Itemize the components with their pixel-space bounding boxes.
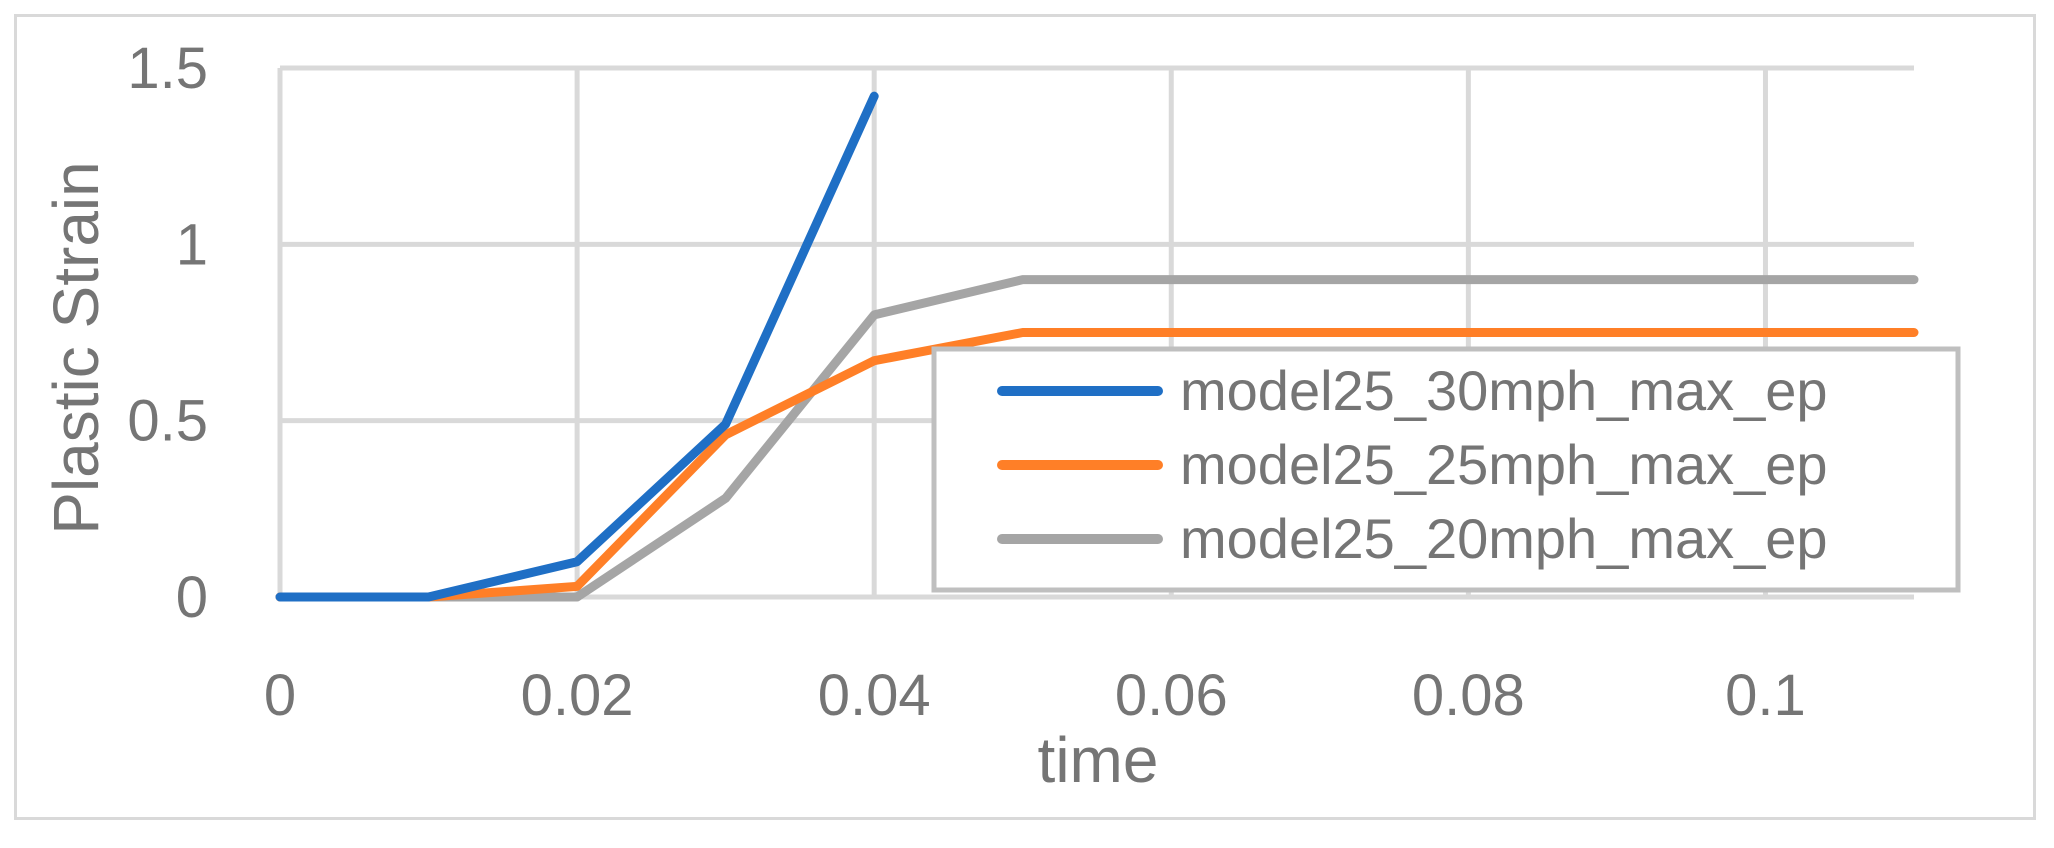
x-tick-label: 0.06 — [1115, 663, 1228, 728]
x-tick-label: 0.04 — [818, 663, 931, 728]
series-line-model25_20mph_max_ep — [275, 275, 1919, 602]
y-tick-label: 0 — [176, 565, 208, 630]
series-line-model25_25mph_max_ep — [275, 328, 1919, 602]
y-tick-labels: 0 0.5 1 1.5 — [127, 36, 208, 630]
x-axis-title: time — [1038, 724, 1159, 796]
legend: model25_30mph_max_ep model25_25mph_max_ep… — [931, 346, 1961, 593]
y-tick-label: 1.5 — [127, 36, 208, 101]
x-tick-label: 0.02 — [521, 663, 634, 728]
legend-entry-label: model25_20mph_max_ep — [1180, 507, 1828, 570]
series-line-model25_30mph_max_ep — [275, 91, 879, 602]
x-tick-labels: 0 0.02 0.04 0.06 0.08 0.1 — [264, 663, 1806, 728]
legend-entry-label: model25_25mph_max_ep — [1180, 433, 1828, 496]
x-tick-label: 0.1 — [1725, 663, 1806, 728]
y-tick-label: 1 — [176, 212, 208, 277]
y-tick-label: 0.5 — [127, 389, 208, 454]
legend-entry-label: model25_30mph_max_ep — [1180, 359, 1828, 422]
series-lines — [275, 91, 1919, 602]
y-axis-title: Plastic Strain — [40, 161, 112, 534]
x-tick-label: 0.08 — [1412, 663, 1525, 728]
x-tick-label: 0 — [264, 663, 296, 728]
